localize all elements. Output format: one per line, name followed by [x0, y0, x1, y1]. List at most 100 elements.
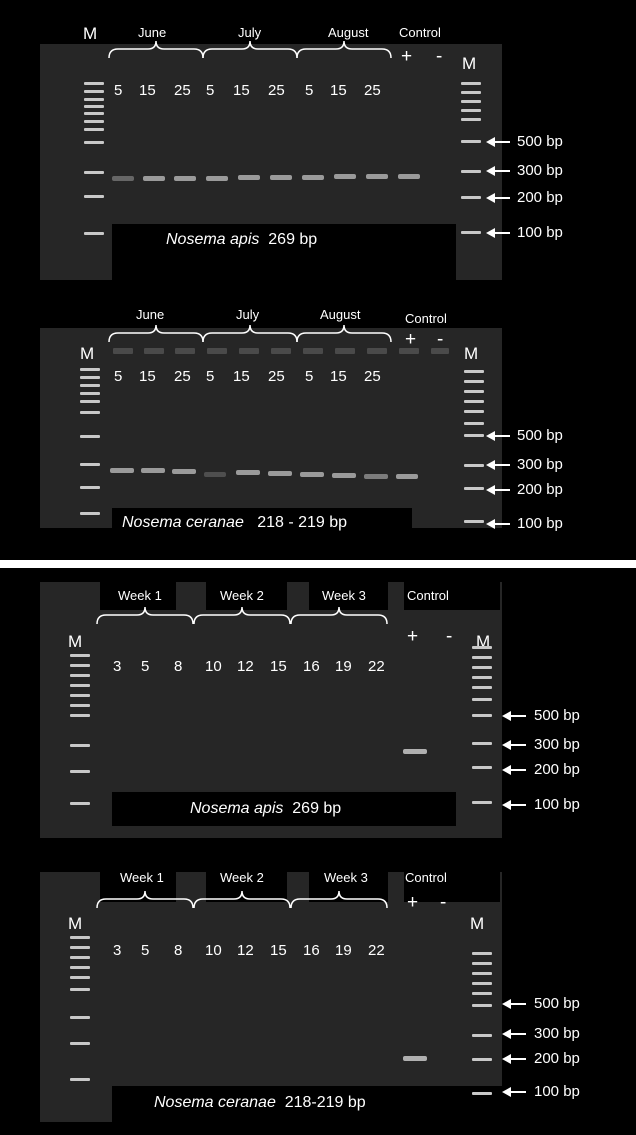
group-label: June — [138, 25, 167, 40]
bp-label: 300 bp — [517, 456, 563, 473]
gel-b2-top-gap — [176, 872, 206, 902]
arrow-left-icon — [502, 764, 528, 776]
group-label: August — [328, 25, 369, 40]
gel-caption: Nosema apis 269 bp — [190, 800, 341, 818]
arrow-left-icon — [486, 192, 512, 204]
lane-number: 15 — [270, 942, 287, 959]
dna-band — [204, 472, 226, 477]
organism-name: Nosema ceranae — [122, 514, 244, 531]
bp-label: 500 bp — [534, 707, 580, 724]
well — [399, 348, 419, 354]
bp-label: 100 bp — [517, 515, 563, 532]
dna-band — [396, 474, 418, 479]
brace — [290, 606, 388, 625]
dna-band — [334, 174, 356, 179]
marker-label: M — [80, 344, 95, 363]
label-mask-b2 — [112, 1086, 502, 1135]
lane-number: 15 — [233, 368, 250, 385]
bp-label: 200 bp — [517, 481, 563, 498]
panel-a: A June July August Control M M 5 15 25 5… — [0, 0, 636, 560]
negative-control-label: - — [446, 626, 453, 647]
brace — [296, 324, 392, 343]
dna-band — [238, 175, 260, 180]
control-label: Control — [407, 588, 449, 603]
bp-label: 100 bp — [534, 796, 580, 813]
amplicon-size: 218 - 219 bp — [257, 514, 348, 531]
positive-control-label: + — [407, 626, 419, 647]
group-label: Week 1 — [120, 870, 164, 885]
ladder-lane — [470, 646, 494, 806]
brace — [96, 890, 194, 909]
bp-label: 100 bp — [534, 1083, 580, 1100]
gel-caption: Nosema ceranae 218 - 219 bp — [122, 514, 347, 532]
group-label: Week 2 — [220, 588, 264, 603]
lane-number: 8 — [174, 942, 183, 959]
arrow-left-icon — [486, 430, 512, 442]
dna-band — [172, 469, 196, 474]
lane-number: 15 — [330, 82, 347, 99]
dna-band — [141, 468, 165, 473]
bp-label: 500 bp — [534, 995, 580, 1012]
arrow-left-icon — [486, 518, 512, 530]
group-label: Week 3 — [324, 870, 368, 885]
arrow-left-icon — [486, 165, 512, 177]
group-label: August — [320, 307, 361, 322]
lane-number: 22 — [368, 942, 385, 959]
ladder-lane — [462, 370, 486, 525]
bp-label: 500 bp — [517, 133, 563, 150]
well — [175, 348, 195, 354]
organism-name: Nosema apis — [166, 231, 260, 248]
arrow-left-icon — [502, 739, 528, 751]
lane-number: 25 — [364, 368, 381, 385]
brace — [108, 324, 204, 343]
dna-band — [110, 468, 134, 473]
brace — [202, 324, 298, 343]
arrow-left-icon — [502, 1053, 528, 1065]
lane-number: 15 — [330, 368, 347, 385]
dna-band — [332, 473, 356, 478]
lane-number: 25 — [268, 368, 285, 385]
dna-band — [398, 174, 420, 179]
negative-control-label: - — [437, 329, 444, 350]
dna-band — [403, 1056, 427, 1061]
arrow-left-icon — [502, 1086, 528, 1098]
bp-label: 300 bp — [517, 162, 563, 179]
marker-label: M — [68, 632, 83, 651]
arrow-left-icon — [486, 484, 512, 496]
lane-number: 5 — [141, 942, 150, 959]
dna-band — [403, 749, 427, 754]
amplicon-size: 218-219 bp — [284, 1094, 366, 1111]
group-label: Week 1 — [118, 588, 162, 603]
well — [239, 348, 259, 354]
bp-label: 200 bp — [534, 761, 580, 778]
dna-band — [366, 174, 388, 179]
bp-label: 200 bp — [534, 1050, 580, 1067]
well — [431, 348, 449, 354]
lane-number: 25 — [174, 368, 191, 385]
well — [113, 348, 133, 354]
gel-caption: Nosema apis 269 bp — [166, 231, 317, 249]
well — [207, 348, 227, 354]
marker-label: M — [470, 914, 485, 933]
lane-number: 5 — [114, 368, 123, 385]
lane-number: 15 — [270, 658, 287, 675]
marker-label: M — [83, 24, 98, 43]
arrow-left-icon — [502, 1028, 528, 1040]
bp-label: 200 bp — [517, 189, 563, 206]
organism-name: Nosema apis — [190, 800, 284, 817]
dna-band — [364, 474, 388, 479]
control-label: Control — [399, 25, 441, 40]
lane-number: 19 — [335, 942, 352, 959]
gel-b2 — [40, 872, 502, 1122]
lane-number: 8 — [174, 658, 183, 675]
panel-b: B Week 1 Week 2 Week 3 Control M M 3 5 8… — [0, 568, 636, 1135]
bp-label: 300 bp — [534, 1025, 580, 1042]
group-label: Week 3 — [322, 588, 366, 603]
group-label: July — [238, 25, 262, 40]
negative-control-label: - — [440, 892, 447, 913]
gel-b2-top-gap — [388, 872, 404, 902]
gel-b1-top-gap — [287, 582, 309, 610]
amplicon-size: 269 bp — [268, 231, 318, 248]
ladder-lane — [68, 936, 92, 1086]
